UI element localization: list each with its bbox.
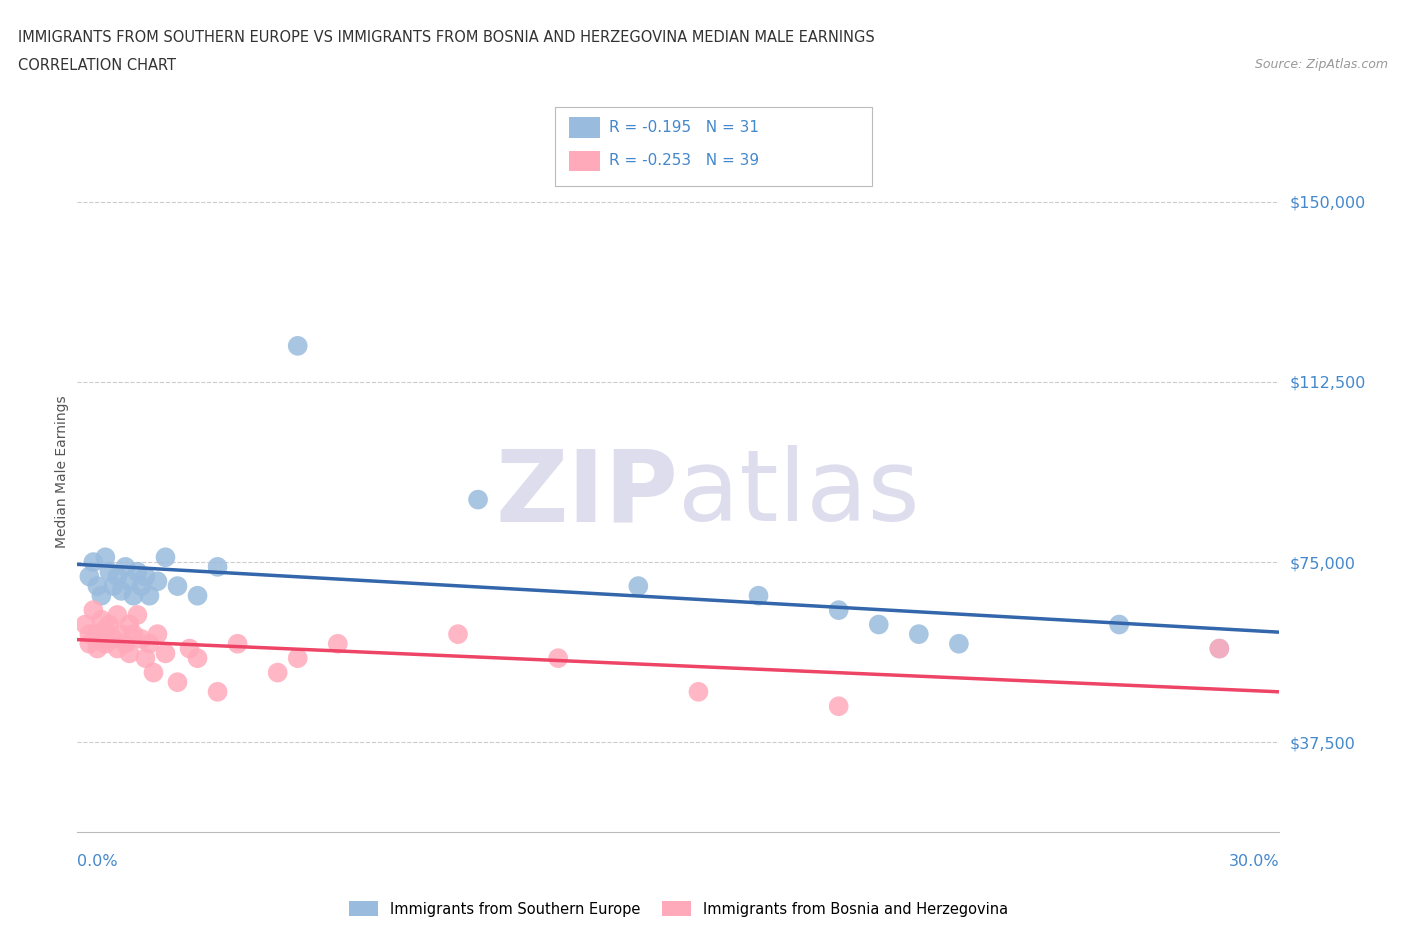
Text: 30.0%: 30.0%: [1229, 854, 1279, 869]
Point: [98, 618, 121, 632]
Point: [287, 339, 309, 353]
Point: [155, 550, 177, 565]
Point: [166, 675, 188, 690]
Point: [118, 574, 141, 589]
Point: [90, 589, 112, 604]
Text: R = -0.253   N = 39: R = -0.253 N = 39: [609, 153, 759, 168]
Point: [90, 631, 112, 646]
Point: [138, 589, 160, 604]
Text: IMMIGRANTS FROM SOUTHERN EUROPE VS IMMIGRANTS FROM BOSNIA AND HERZEGOVINA MEDIAN: IMMIGRANTS FROM SOUTHERN EUROPE VS IMMIG…: [18, 30, 875, 45]
Point: [547, 651, 569, 666]
Point: [155, 646, 177, 661]
Point: [110, 627, 132, 642]
Point: [627, 578, 650, 593]
Point: [1108, 618, 1130, 632]
Point: [828, 698, 851, 713]
Point: [138, 636, 160, 651]
Point: [122, 627, 145, 642]
Text: CORRELATION CHART: CORRELATION CHART: [18, 58, 176, 73]
Point: [131, 578, 153, 593]
Y-axis label: Median Male Earnings: Median Male Earnings: [55, 395, 69, 549]
Point: [127, 607, 149, 622]
Point: [79, 636, 101, 651]
Point: [82, 554, 104, 569]
Point: [828, 603, 851, 618]
Point: [179, 641, 201, 656]
Text: Source: ZipAtlas.com: Source: ZipAtlas.com: [1254, 58, 1388, 71]
Point: [107, 569, 129, 584]
Point: [226, 636, 249, 651]
Point: [110, 583, 132, 598]
Point: [146, 574, 169, 589]
Point: [134, 569, 156, 584]
Point: [287, 651, 309, 666]
Point: [131, 631, 153, 646]
Point: [187, 589, 209, 604]
Point: [82, 603, 104, 618]
Point: [118, 646, 141, 661]
Point: [107, 641, 129, 656]
Point: [75, 618, 97, 632]
Point: [90, 612, 112, 627]
Point: [127, 565, 149, 579]
Point: [94, 550, 117, 565]
Point: [98, 565, 121, 579]
Point: [122, 589, 145, 604]
Point: [86, 641, 108, 656]
Point: [146, 627, 169, 642]
Point: [134, 651, 156, 666]
Point: [166, 578, 188, 593]
Point: [94, 622, 117, 637]
Point: [118, 618, 141, 632]
Point: [868, 618, 890, 632]
Point: [187, 651, 209, 666]
Text: R = -0.195   N = 31: R = -0.195 N = 31: [609, 120, 759, 135]
Point: [94, 636, 117, 651]
Text: ZIP: ZIP: [495, 445, 679, 542]
Point: [207, 684, 229, 699]
Point: [1208, 641, 1230, 656]
Legend: Immigrants from Southern Europe, Immigrants from Bosnia and Herzegovina: Immigrants from Southern Europe, Immigra…: [343, 896, 1014, 923]
Point: [908, 627, 931, 642]
Point: [79, 569, 101, 584]
Point: [948, 636, 970, 651]
Point: [447, 627, 470, 642]
Point: [748, 589, 770, 604]
Point: [79, 627, 101, 642]
Point: [267, 665, 290, 680]
Point: [86, 627, 108, 642]
Point: [142, 665, 165, 680]
Text: atlas: atlas: [679, 445, 920, 542]
Point: [1208, 641, 1230, 656]
Point: [688, 684, 710, 699]
Point: [467, 492, 489, 507]
Point: [107, 607, 129, 622]
Point: [114, 560, 136, 575]
Point: [114, 636, 136, 651]
Point: [207, 560, 229, 575]
Point: [103, 631, 125, 646]
Point: [326, 636, 349, 651]
Point: [86, 578, 108, 593]
Point: [103, 578, 125, 593]
Text: 0.0%: 0.0%: [77, 854, 118, 869]
